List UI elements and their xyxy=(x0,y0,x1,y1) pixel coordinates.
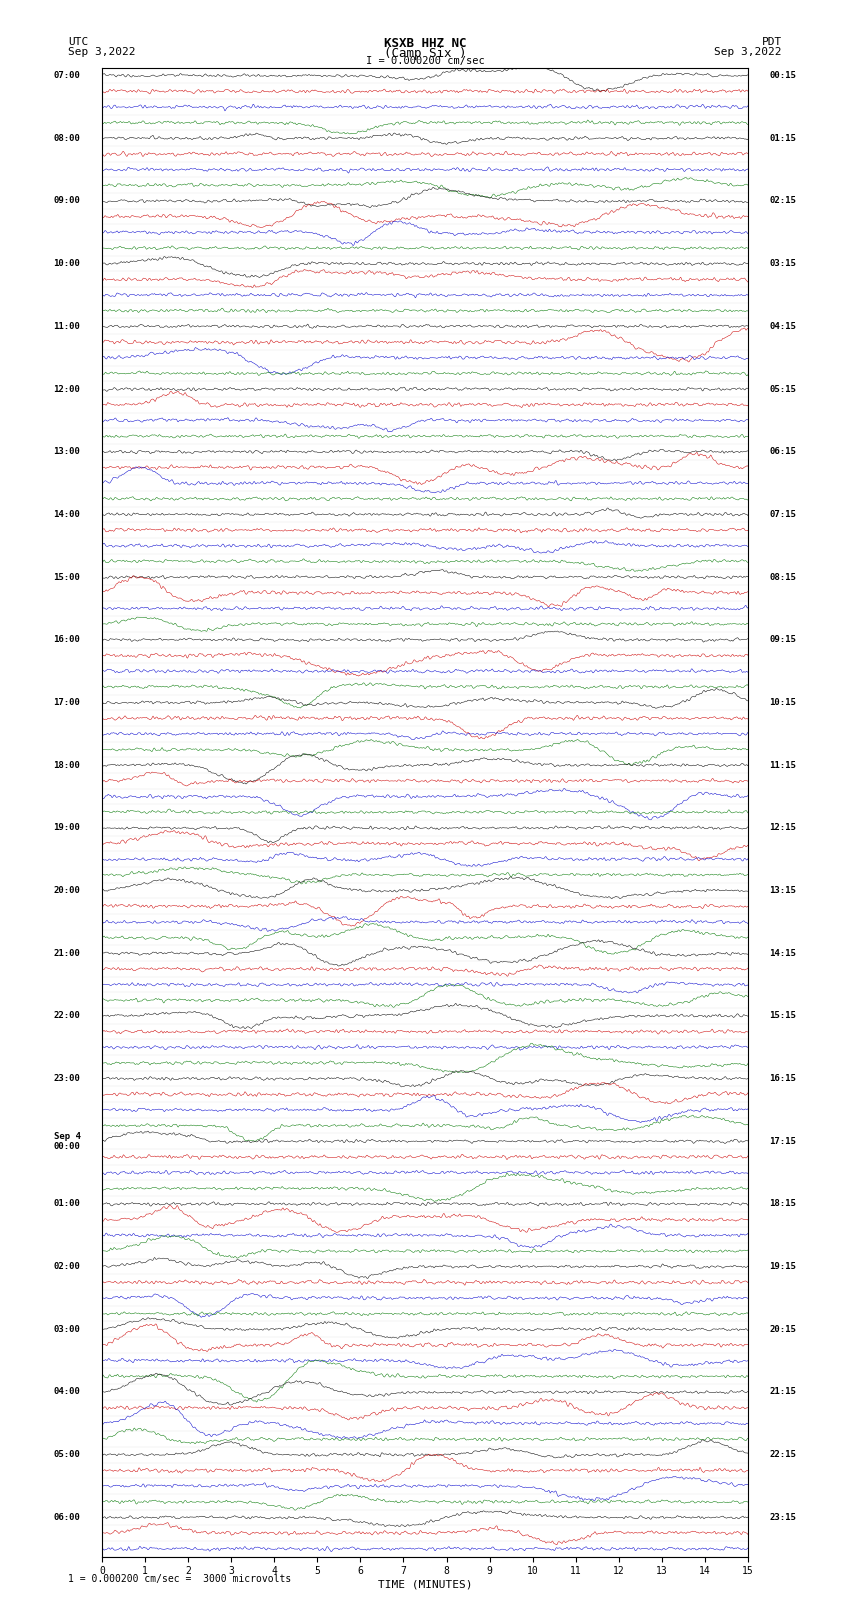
Text: PDT: PDT xyxy=(762,37,782,47)
Text: 18:15: 18:15 xyxy=(769,1200,796,1208)
Text: 14:15: 14:15 xyxy=(769,948,796,958)
Text: Sep 3,2022: Sep 3,2022 xyxy=(715,47,782,56)
Text: 17:15: 17:15 xyxy=(769,1137,796,1145)
Text: UTC: UTC xyxy=(68,37,88,47)
Text: 19:00: 19:00 xyxy=(54,823,81,832)
Text: 13:15: 13:15 xyxy=(769,886,796,895)
Text: 07:15: 07:15 xyxy=(769,510,796,519)
Text: 16:15: 16:15 xyxy=(769,1074,796,1082)
Text: 20:15: 20:15 xyxy=(769,1324,796,1334)
Text: 01:00: 01:00 xyxy=(54,1200,81,1208)
Text: 11:00: 11:00 xyxy=(54,323,81,331)
Text: 23:00: 23:00 xyxy=(54,1074,81,1082)
Text: 15:15: 15:15 xyxy=(769,1011,796,1021)
Text: 22:00: 22:00 xyxy=(54,1011,81,1021)
Text: I = 0.000200 cm/sec: I = 0.000200 cm/sec xyxy=(366,56,484,66)
Text: (Camp Six ): (Camp Six ) xyxy=(383,47,467,60)
Text: 07:00: 07:00 xyxy=(54,71,81,81)
Text: 16:00: 16:00 xyxy=(54,636,81,644)
Text: 10:00: 10:00 xyxy=(54,260,81,268)
Text: 22:15: 22:15 xyxy=(769,1450,796,1460)
Text: 03:15: 03:15 xyxy=(769,260,796,268)
Text: 05:00: 05:00 xyxy=(54,1450,81,1460)
X-axis label: TIME (MINUTES): TIME (MINUTES) xyxy=(377,1579,473,1589)
Text: 21:15: 21:15 xyxy=(769,1387,796,1397)
Text: Sep 4
00:00: Sep 4 00:00 xyxy=(54,1132,81,1152)
Text: 01:15: 01:15 xyxy=(769,134,796,144)
Text: 06:00: 06:00 xyxy=(54,1513,81,1523)
Text: 09:15: 09:15 xyxy=(769,636,796,644)
Text: 02:15: 02:15 xyxy=(769,197,796,205)
Text: 03:00: 03:00 xyxy=(54,1324,81,1334)
Text: 04:15: 04:15 xyxy=(769,323,796,331)
Text: 14:00: 14:00 xyxy=(54,510,81,519)
Text: 11:15: 11:15 xyxy=(769,761,796,769)
Text: 04:00: 04:00 xyxy=(54,1387,81,1397)
Text: 17:00: 17:00 xyxy=(54,698,81,706)
Text: 10:15: 10:15 xyxy=(769,698,796,706)
Text: 19:15: 19:15 xyxy=(769,1261,796,1271)
Text: 09:00: 09:00 xyxy=(54,197,81,205)
Text: 02:00: 02:00 xyxy=(54,1261,81,1271)
Text: Sep 3,2022: Sep 3,2022 xyxy=(68,47,135,56)
Text: 08:15: 08:15 xyxy=(769,573,796,582)
Text: 05:15: 05:15 xyxy=(769,384,796,394)
Text: 15:00: 15:00 xyxy=(54,573,81,582)
Text: 18:00: 18:00 xyxy=(54,761,81,769)
Text: 08:00: 08:00 xyxy=(54,134,81,144)
Text: 13:00: 13:00 xyxy=(54,447,81,456)
Text: 20:00: 20:00 xyxy=(54,886,81,895)
Text: 00:15: 00:15 xyxy=(769,71,796,81)
Text: KSXB HHZ NC: KSXB HHZ NC xyxy=(383,37,467,50)
Text: 1 = 0.000200 cm/sec =  3000 microvolts: 1 = 0.000200 cm/sec = 3000 microvolts xyxy=(68,1574,292,1584)
Text: 06:15: 06:15 xyxy=(769,447,796,456)
Text: 12:00: 12:00 xyxy=(54,384,81,394)
Text: 23:15: 23:15 xyxy=(769,1513,796,1523)
Text: 21:00: 21:00 xyxy=(54,948,81,958)
Text: 12:15: 12:15 xyxy=(769,823,796,832)
